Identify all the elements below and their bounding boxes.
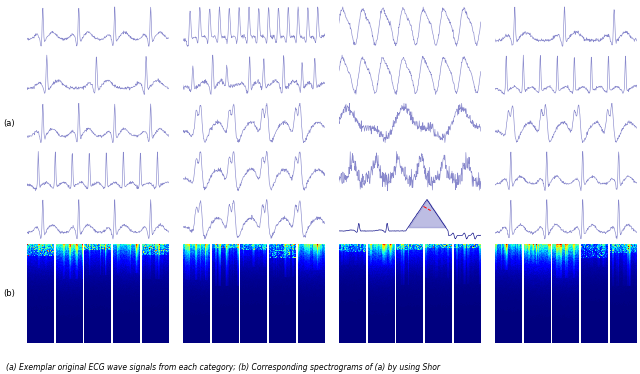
Text: (a): (a) bbox=[3, 119, 15, 128]
Text: (b): (b) bbox=[3, 289, 15, 298]
Text: (a) Exemplar original ECG wave signals from each category; (b) Corresponding spe: (a) Exemplar original ECG wave signals f… bbox=[6, 363, 440, 372]
